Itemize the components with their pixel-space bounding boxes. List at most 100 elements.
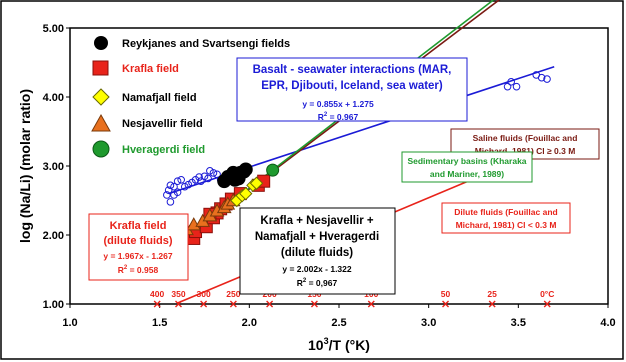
y-tick-label-2: 3.00 (43, 161, 64, 173)
legend-label-reykjanes: Reykjanes and Svartsengi fields (122, 38, 290, 50)
point-series-5-16 (166, 198, 175, 206)
legend-label-namafjall: Namafjall field (122, 92, 197, 104)
x-tick-label-6: 4.0 (600, 317, 615, 329)
annotation-sedimentary-line-2: and Mariner, 1989) (430, 169, 504, 179)
annotation-krafla-r2-sup: 2 (124, 265, 128, 271)
legend-marker-nesjavellir (91, 113, 111, 132)
temperature-marker-9 (543, 300, 551, 308)
point-series-2-4 (249, 176, 264, 190)
legend-label-nesjavellir: Nesjavellir field (122, 118, 203, 130)
annotation-krafla-title-1: Krafla field (110, 220, 167, 232)
y-axis-title: log (Na/Li) (molar ratio) (17, 89, 33, 243)
temperature-marker-7 (442, 300, 450, 308)
point-series-5-24 (512, 82, 521, 91)
annotation-combined-title-3: (dilute fluids) (281, 247, 353, 259)
annotation-saline-line-2: Michard, 1981) Cl ≥ 0.3 M (475, 146, 576, 156)
temperature-label-7: 50 (441, 289, 451, 299)
annotation-dilute-box (441, 202, 571, 234)
temperature-marker-0 (153, 300, 161, 308)
annotation-combined-title-1: Krafla + Nesjavellir + (260, 215, 373, 227)
point-series-5-22 (503, 82, 512, 91)
legend-marker-namafjall (92, 88, 110, 106)
annotation-krafla-title-2: (dilute fluids) (103, 235, 172, 247)
temperature-label-8: 25 (487, 289, 497, 299)
x-axis-title: 103/T (°K) (308, 336, 370, 353)
temperature-label-9: 0°C (540, 289, 554, 299)
annotation-dilute-line-2: Michard, 1981) Cl < 0.3 M (456, 220, 557, 230)
point-series-0-9 (226, 165, 241, 180)
annotation-krafla-r2-base: R (118, 265, 124, 275)
annotation-basalt-equation: y = 0.855x + 1.275 (302, 99, 374, 109)
point-series-2-2 (239, 186, 253, 201)
annotation-saline-line-1: Saline fluids (Fouillac and (473, 133, 578, 143)
legend-marker-krafla (92, 60, 109, 76)
annotation-combined-title-2: Namafjall + Hveragerdi (255, 231, 379, 243)
legend-label-hveragerdi: Hveragerdi field (122, 144, 205, 156)
data-points (163, 71, 551, 245)
annotation-basalt-r2: R2 = 0.967 (318, 112, 359, 122)
temperature-marker-8 (488, 300, 496, 308)
annotation-basalt-r2-value: = 0.967 (327, 112, 358, 122)
annotation-combined-equation: y = 2.002x - 1.322 (282, 264, 352, 274)
point-series-5-3 (170, 182, 178, 191)
annotation-basalt-r2-sup: 2 (324, 112, 328, 118)
y-tick-label-4: 5.00 (43, 23, 64, 35)
annotation-dilute: Dilute fluids (Fouillac and Michard, 198… (441, 202, 571, 234)
annotation-krafla-r2: R2 = 0.958 (118, 265, 159, 275)
annotation-krafla-box (88, 213, 189, 281)
annotation-krafla-dilute: Krafla field (dilute fluids) y = 1.967x … (88, 213, 189, 281)
annotation-combined-box (239, 207, 396, 295)
temperature-marker-5 (310, 300, 318, 308)
temperature-label-0: 400 (150, 289, 164, 299)
temperature-marker-4 (266, 300, 274, 308)
temperature-label-2: 300 (197, 289, 211, 299)
x-tick-label-5: 3.5 (511, 317, 526, 329)
annotation-basalt: Basalt - seawater interactions (MAR, EPR… (236, 57, 468, 122)
annotation-krafla-r2-value: = 0.958 (127, 265, 158, 275)
x-axis-title-base: 10 (308, 337, 324, 353)
point-series-5-26 (543, 75, 551, 83)
temperature-marker-3 (229, 300, 237, 308)
x-tick-label-4: 3.0 (421, 317, 436, 329)
annotation-sedimentary: Sedimentary basins (Kharaka and Mariner,… (401, 151, 533, 183)
x-tick-label-2: 2.0 (242, 317, 257, 329)
annotation-basalt-r2-base: R (318, 112, 324, 122)
point-series-5-27 (532, 71, 541, 79)
x-axis-title-sup: 3 (324, 336, 329, 346)
annotation-krafla-equation: y = 1.967x - 1.267 (103, 251, 173, 261)
y-tick-label-0: 1.00 (43, 299, 64, 311)
point-series-5-14 (213, 170, 221, 179)
legend-label-krafla: Krafla field (122, 63, 179, 75)
point-series-5-20 (206, 167, 214, 175)
annotation-combined-r2-sup: 2 (303, 278, 307, 284)
point-series-5-10 (197, 177, 205, 185)
annotation-sedimentary-line-1: Sedimentary basins (Kharaka (407, 156, 526, 166)
point-series-5-12 (204, 174, 212, 183)
point-series-5-18 (173, 188, 182, 197)
point-series-5-19 (180, 182, 189, 191)
annotation-combined-r2: R2 = 0,967 (297, 278, 338, 288)
point-series-5-5 (177, 176, 185, 184)
point-series-5-0 (163, 191, 171, 199)
annotation-combined-r2-base: R (297, 278, 303, 288)
point-series-4-0 (266, 163, 280, 177)
y-tick-label-3: 4.00 (43, 92, 64, 104)
x-axis-title-rest: /T (°K) (329, 337, 370, 353)
annotation-basalt-box (236, 57, 468, 122)
x-tick-label-0: 1.0 (62, 317, 77, 329)
legend-marker-hveragerdi (92, 140, 110, 158)
annotation-combined-r2-value: = 0,967 (306, 278, 337, 288)
temperature-marker-1 (175, 300, 182, 308)
temperature-label-3: 250 (226, 289, 240, 299)
temperature-marker-6 (367, 300, 375, 308)
point-series-5-23 (507, 78, 515, 86)
legend: Reykjanes and Svartsengi fields Krafla f… (91, 36, 290, 158)
x-tick-label-1: 1.5 (152, 317, 167, 329)
point-series-5-4 (173, 177, 182, 185)
point-series-5-1 (164, 186, 173, 194)
annotation-dilute-line-1: Dilute fluids (Fouillac and (454, 207, 557, 217)
annotation-sedimentary-box (401, 151, 533, 183)
point-series-5-2 (166, 181, 175, 190)
